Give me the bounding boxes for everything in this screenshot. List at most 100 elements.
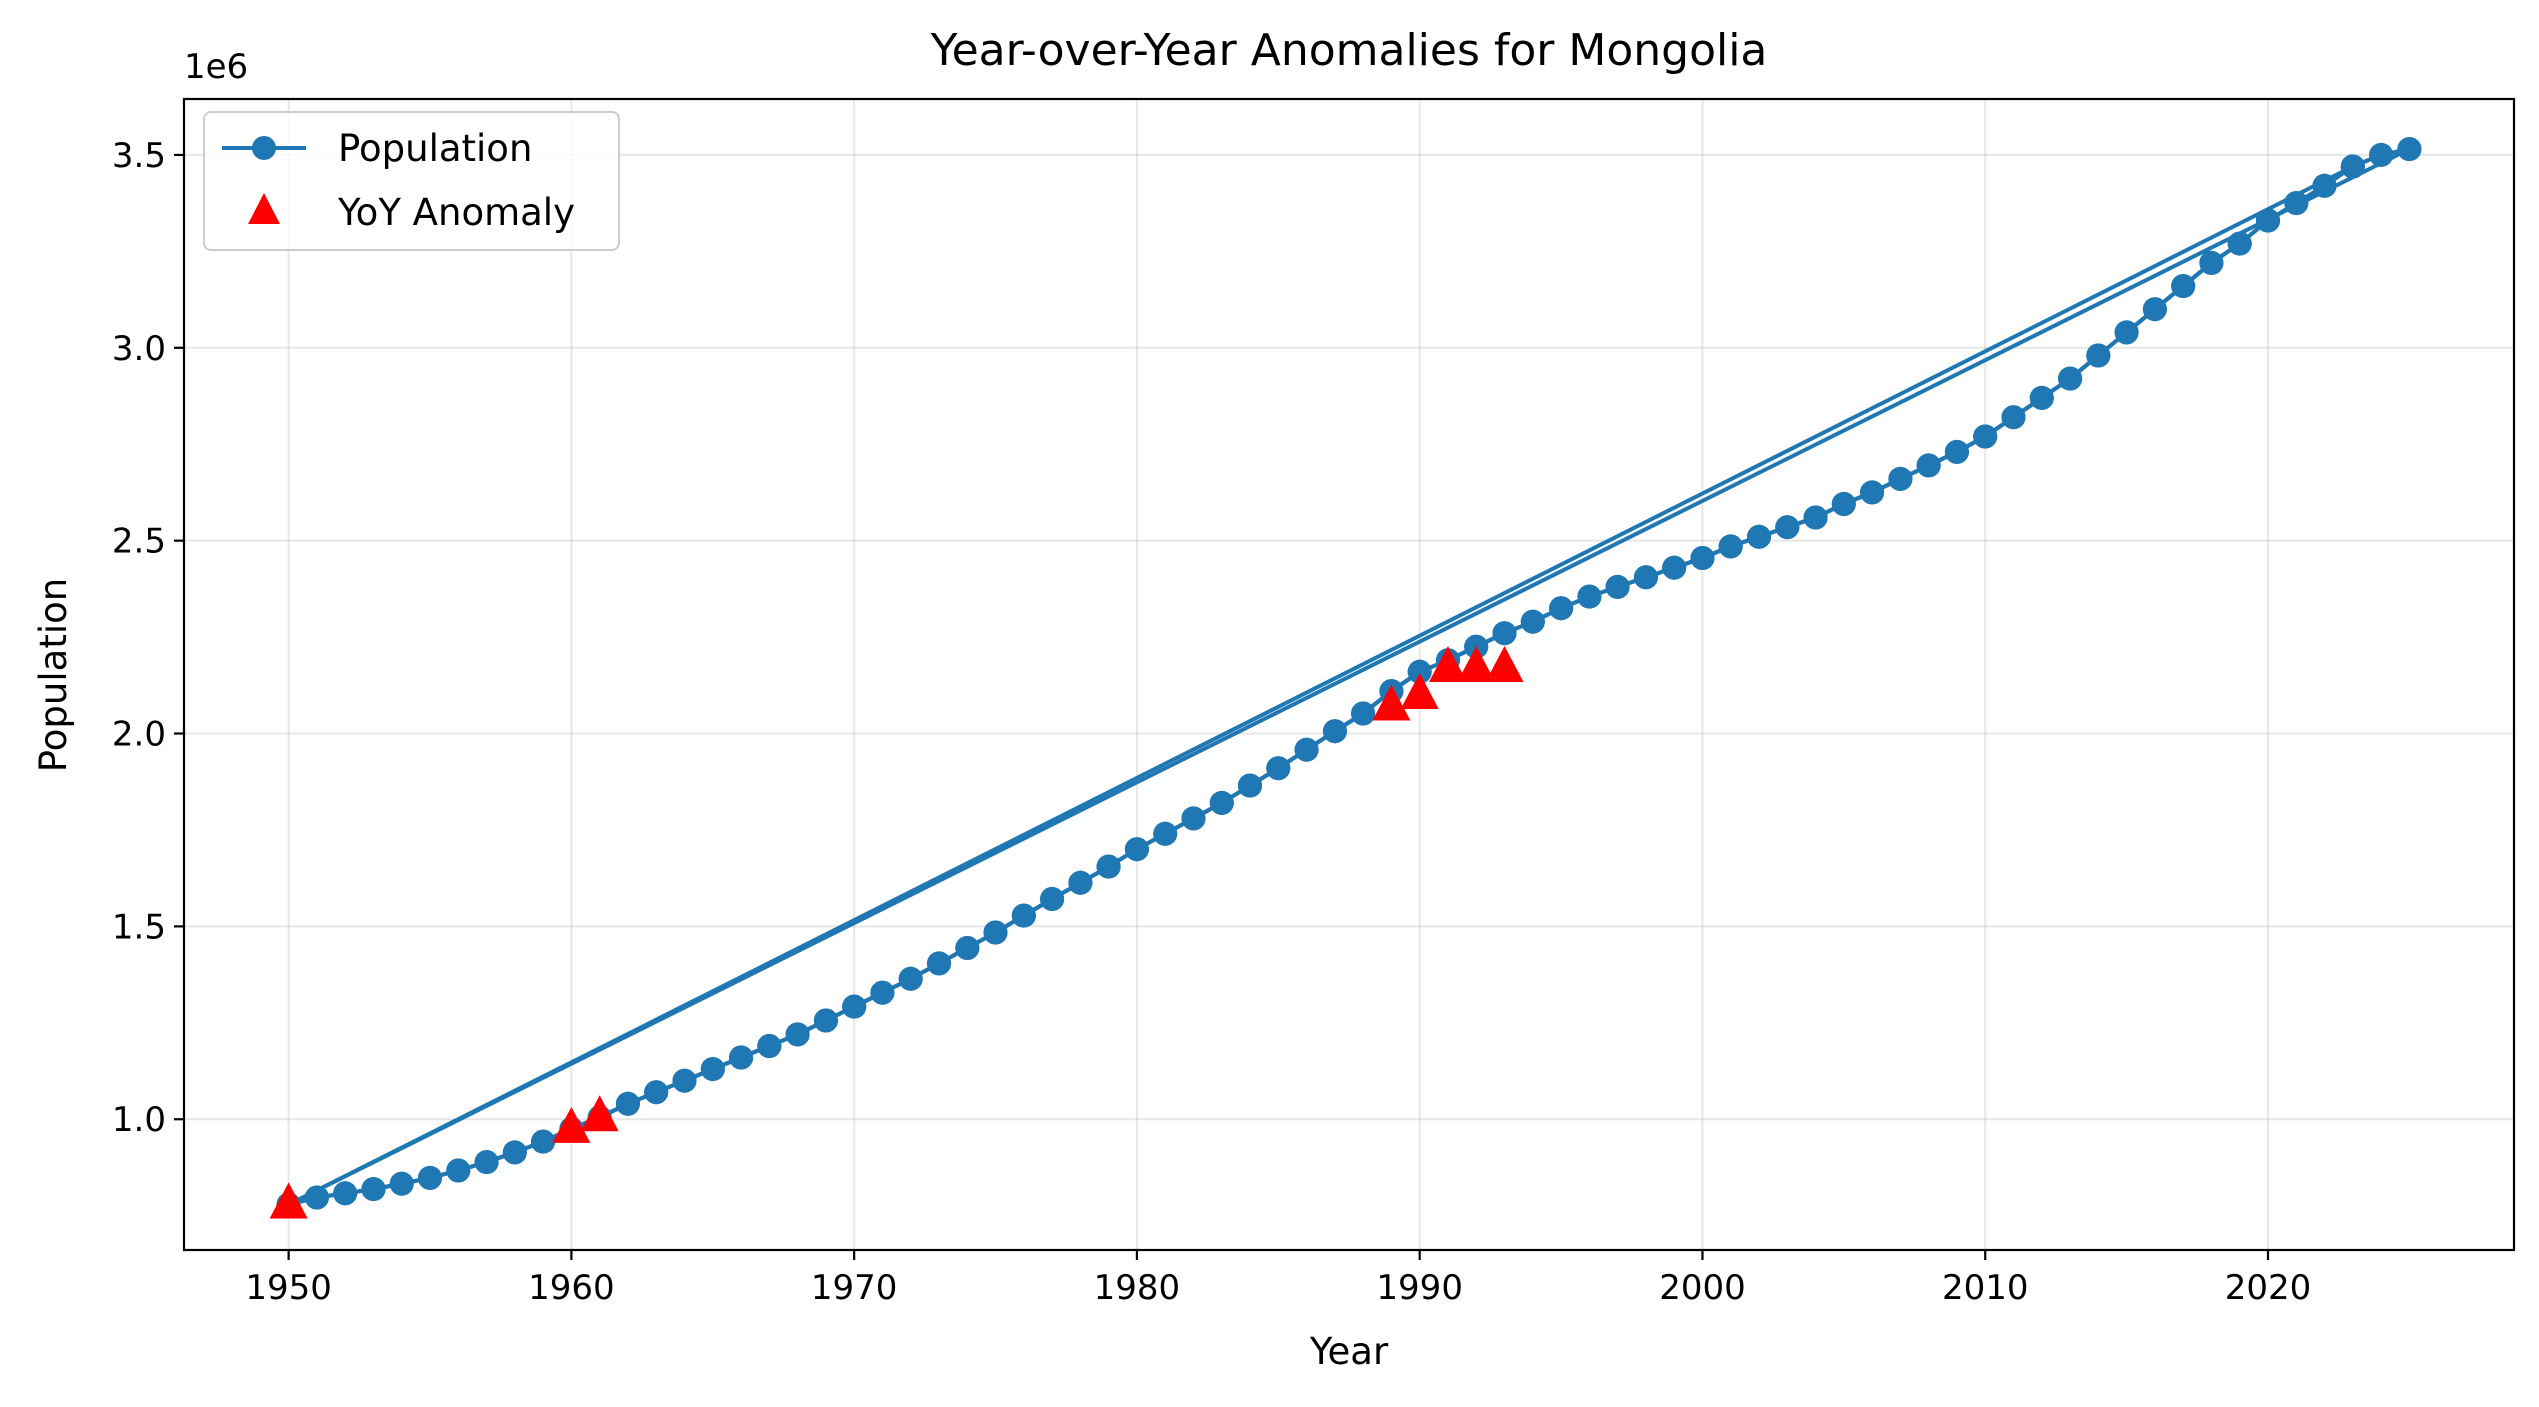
population-point bbox=[757, 1034, 782, 1058]
population-point bbox=[1492, 621, 1517, 646]
population-point bbox=[1209, 790, 1234, 815]
legend-population-marker bbox=[252, 136, 276, 160]
population-point bbox=[2171, 274, 2196, 299]
x-tick-label: 1980 bbox=[1094, 1268, 1181, 1308]
x-tick-label: 1990 bbox=[1376, 1268, 1463, 1308]
x-tick-label: 2020 bbox=[2225, 1268, 2312, 1308]
anomaly-marker bbox=[1485, 645, 1524, 682]
anomaly-marker bbox=[552, 1106, 591, 1143]
population-point bbox=[1238, 773, 1262, 798]
anomaly-marker bbox=[1428, 645, 1467, 682]
population-point bbox=[842, 994, 867, 1019]
anomaly-marker bbox=[1457, 645, 1496, 682]
population-point bbox=[1011, 903, 1036, 928]
population-point bbox=[813, 1008, 838, 1033]
population-point bbox=[304, 1185, 329, 1210]
x-axis: 1950 1960 1970 1980 1990 2000 2010 2020 bbox=[245, 1250, 2311, 1308]
population-point bbox=[361, 1177, 386, 1202]
anomaly-marker bbox=[580, 1095, 619, 1132]
chart-title: Year-over-Year Anomalies for Mongolia bbox=[930, 25, 1768, 76]
y-tick-label: 1.0 bbox=[112, 1100, 166, 1140]
x-tick-label: 2010 bbox=[1942, 1268, 2029, 1308]
population-point bbox=[502, 1140, 527, 1165]
population-point bbox=[1407, 659, 1432, 684]
x-tick-label: 1960 bbox=[528, 1268, 615, 1308]
population-point bbox=[2312, 173, 2337, 198]
population-point bbox=[1633, 565, 1658, 590]
population-point bbox=[927, 951, 951, 976]
population-point bbox=[1068, 870, 1093, 895]
population-point bbox=[2227, 231, 2252, 256]
population-point bbox=[785, 1022, 810, 1047]
y-axis: 1.0 1.5 2.0 2.5 3.0 3.5 bbox=[112, 136, 184, 1140]
population-point bbox=[1322, 719, 1347, 744]
population-point bbox=[2397, 137, 2422, 162]
population-point bbox=[1549, 596, 1574, 621]
anomaly-marker bbox=[1400, 672, 1439, 709]
population-point bbox=[1775, 515, 1800, 540]
population-point bbox=[1831, 492, 1856, 516]
population-point bbox=[531, 1129, 556, 1154]
legend: Population YoY Anomaly bbox=[203, 111, 620, 251]
population-point bbox=[955, 936, 980, 960]
population-point bbox=[1266, 756, 1291, 781]
population-point bbox=[615, 1091, 640, 1116]
population-point bbox=[2369, 142, 2394, 167]
y-tick-label: 3.0 bbox=[112, 329, 166, 369]
y-tick-label: 3.5 bbox=[112, 136, 166, 176]
population-point bbox=[1040, 887, 1065, 911]
population-point bbox=[1520, 609, 1545, 634]
population-point bbox=[1747, 524, 1771, 549]
population-point bbox=[1294, 737, 1319, 762]
population-point bbox=[2284, 191, 2309, 216]
population-point bbox=[672, 1068, 697, 1093]
legend-label-anomaly: YoY Anomaly bbox=[337, 191, 575, 234]
population-point bbox=[1662, 555, 1687, 580]
axes-frame bbox=[182, 97, 2516, 1252]
population-point bbox=[2029, 385, 2054, 410]
population-point bbox=[418, 1165, 442, 1190]
population-point bbox=[1181, 806, 1206, 831]
population-point bbox=[1860, 480, 1885, 505]
x-tick-label: 1950 bbox=[245, 1268, 332, 1308]
x-tick-label: 2000 bbox=[1659, 1268, 1746, 1308]
y-tick-label: 1.5 bbox=[112, 907, 166, 947]
legend-frame bbox=[203, 111, 620, 251]
y-offset-text: 1e6 bbox=[184, 47, 248, 87]
x-axis-label: Year bbox=[1309, 1330, 1389, 1373]
x-tick-label: 1970 bbox=[811, 1268, 898, 1308]
population-point bbox=[1916, 453, 1941, 478]
population-point bbox=[1690, 546, 1715, 570]
y-tick-label: 2.5 bbox=[112, 522, 166, 562]
legend-anomaly-marker bbox=[248, 193, 280, 224]
population-point bbox=[870, 980, 895, 1005]
legend-label-population: Population bbox=[338, 127, 532, 170]
population-point bbox=[1096, 854, 1121, 879]
anomaly-marker bbox=[269, 1182, 308, 1219]
population-point bbox=[729, 1045, 754, 1070]
population-point bbox=[1944, 439, 1969, 464]
population-point bbox=[2114, 320, 2139, 345]
population-point bbox=[2256, 208, 2280, 233]
population-point bbox=[898, 966, 923, 991]
anomaly-marker bbox=[1372, 684, 1411, 721]
y-tick-label: 2.0 bbox=[112, 715, 166, 755]
population-point bbox=[2142, 297, 2167, 322]
population-point bbox=[2086, 343, 2111, 368]
y-axis-label: Population bbox=[32, 578, 75, 772]
population-point bbox=[1124, 837, 1149, 862]
population-point bbox=[700, 1057, 725, 1082]
population-point bbox=[2058, 366, 2083, 391]
population-point bbox=[644, 1080, 669, 1105]
population-point bbox=[1803, 505, 1828, 530]
population-point bbox=[1153, 821, 1178, 846]
population-point bbox=[1888, 466, 1913, 491]
population-point bbox=[2001, 405, 2026, 430]
population-point bbox=[1605, 574, 1630, 599]
population-point bbox=[446, 1158, 471, 1183]
population-point bbox=[2199, 250, 2224, 275]
population-point bbox=[1351, 701, 1376, 726]
population-point bbox=[983, 920, 1008, 945]
population-point bbox=[474, 1150, 499, 1175]
